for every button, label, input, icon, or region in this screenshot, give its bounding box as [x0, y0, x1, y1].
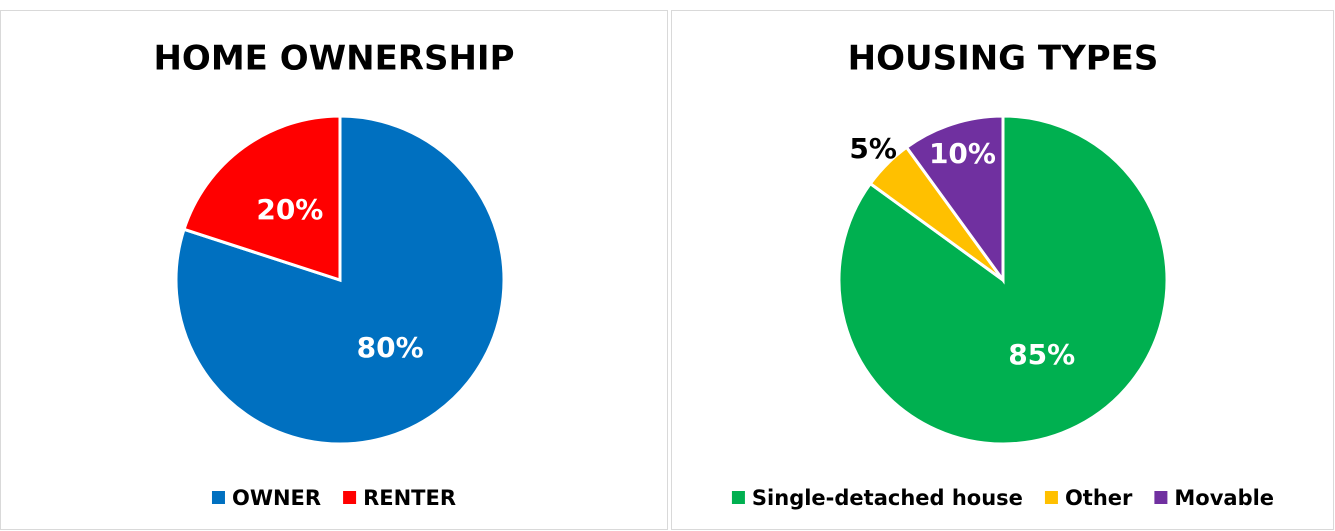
data-label: 5% [849, 132, 897, 165]
data-label: 10% [929, 137, 996, 170]
legend-swatch [731, 491, 745, 504]
legend-swatch [1044, 491, 1058, 504]
legend-swatch [1154, 491, 1168, 504]
panel-border [0, 10, 668, 530]
legend-label: Single-detached house [752, 486, 1023, 510]
pie-slice [182, 114, 342, 283]
chart-title: HOUSING TYPES [848, 39, 1159, 79]
pie-slice [904, 114, 1005, 285]
legend-label: RENTER [363, 486, 456, 510]
legend-label: Other [1065, 486, 1133, 510]
legend-label: Movable [1174, 486, 1274, 510]
data-label: 20% [256, 193, 323, 226]
legend-swatch [343, 491, 357, 504]
data-label: 80% [357, 331, 424, 364]
panel-border [671, 10, 1334, 530]
legend-label: OWNER [232, 486, 321, 510]
pie-slice [174, 114, 506, 446]
data-label: 85% [1008, 338, 1075, 371]
legend-swatch [211, 491, 225, 504]
chart-title: HOME OWNERSHIP [153, 39, 514, 79]
